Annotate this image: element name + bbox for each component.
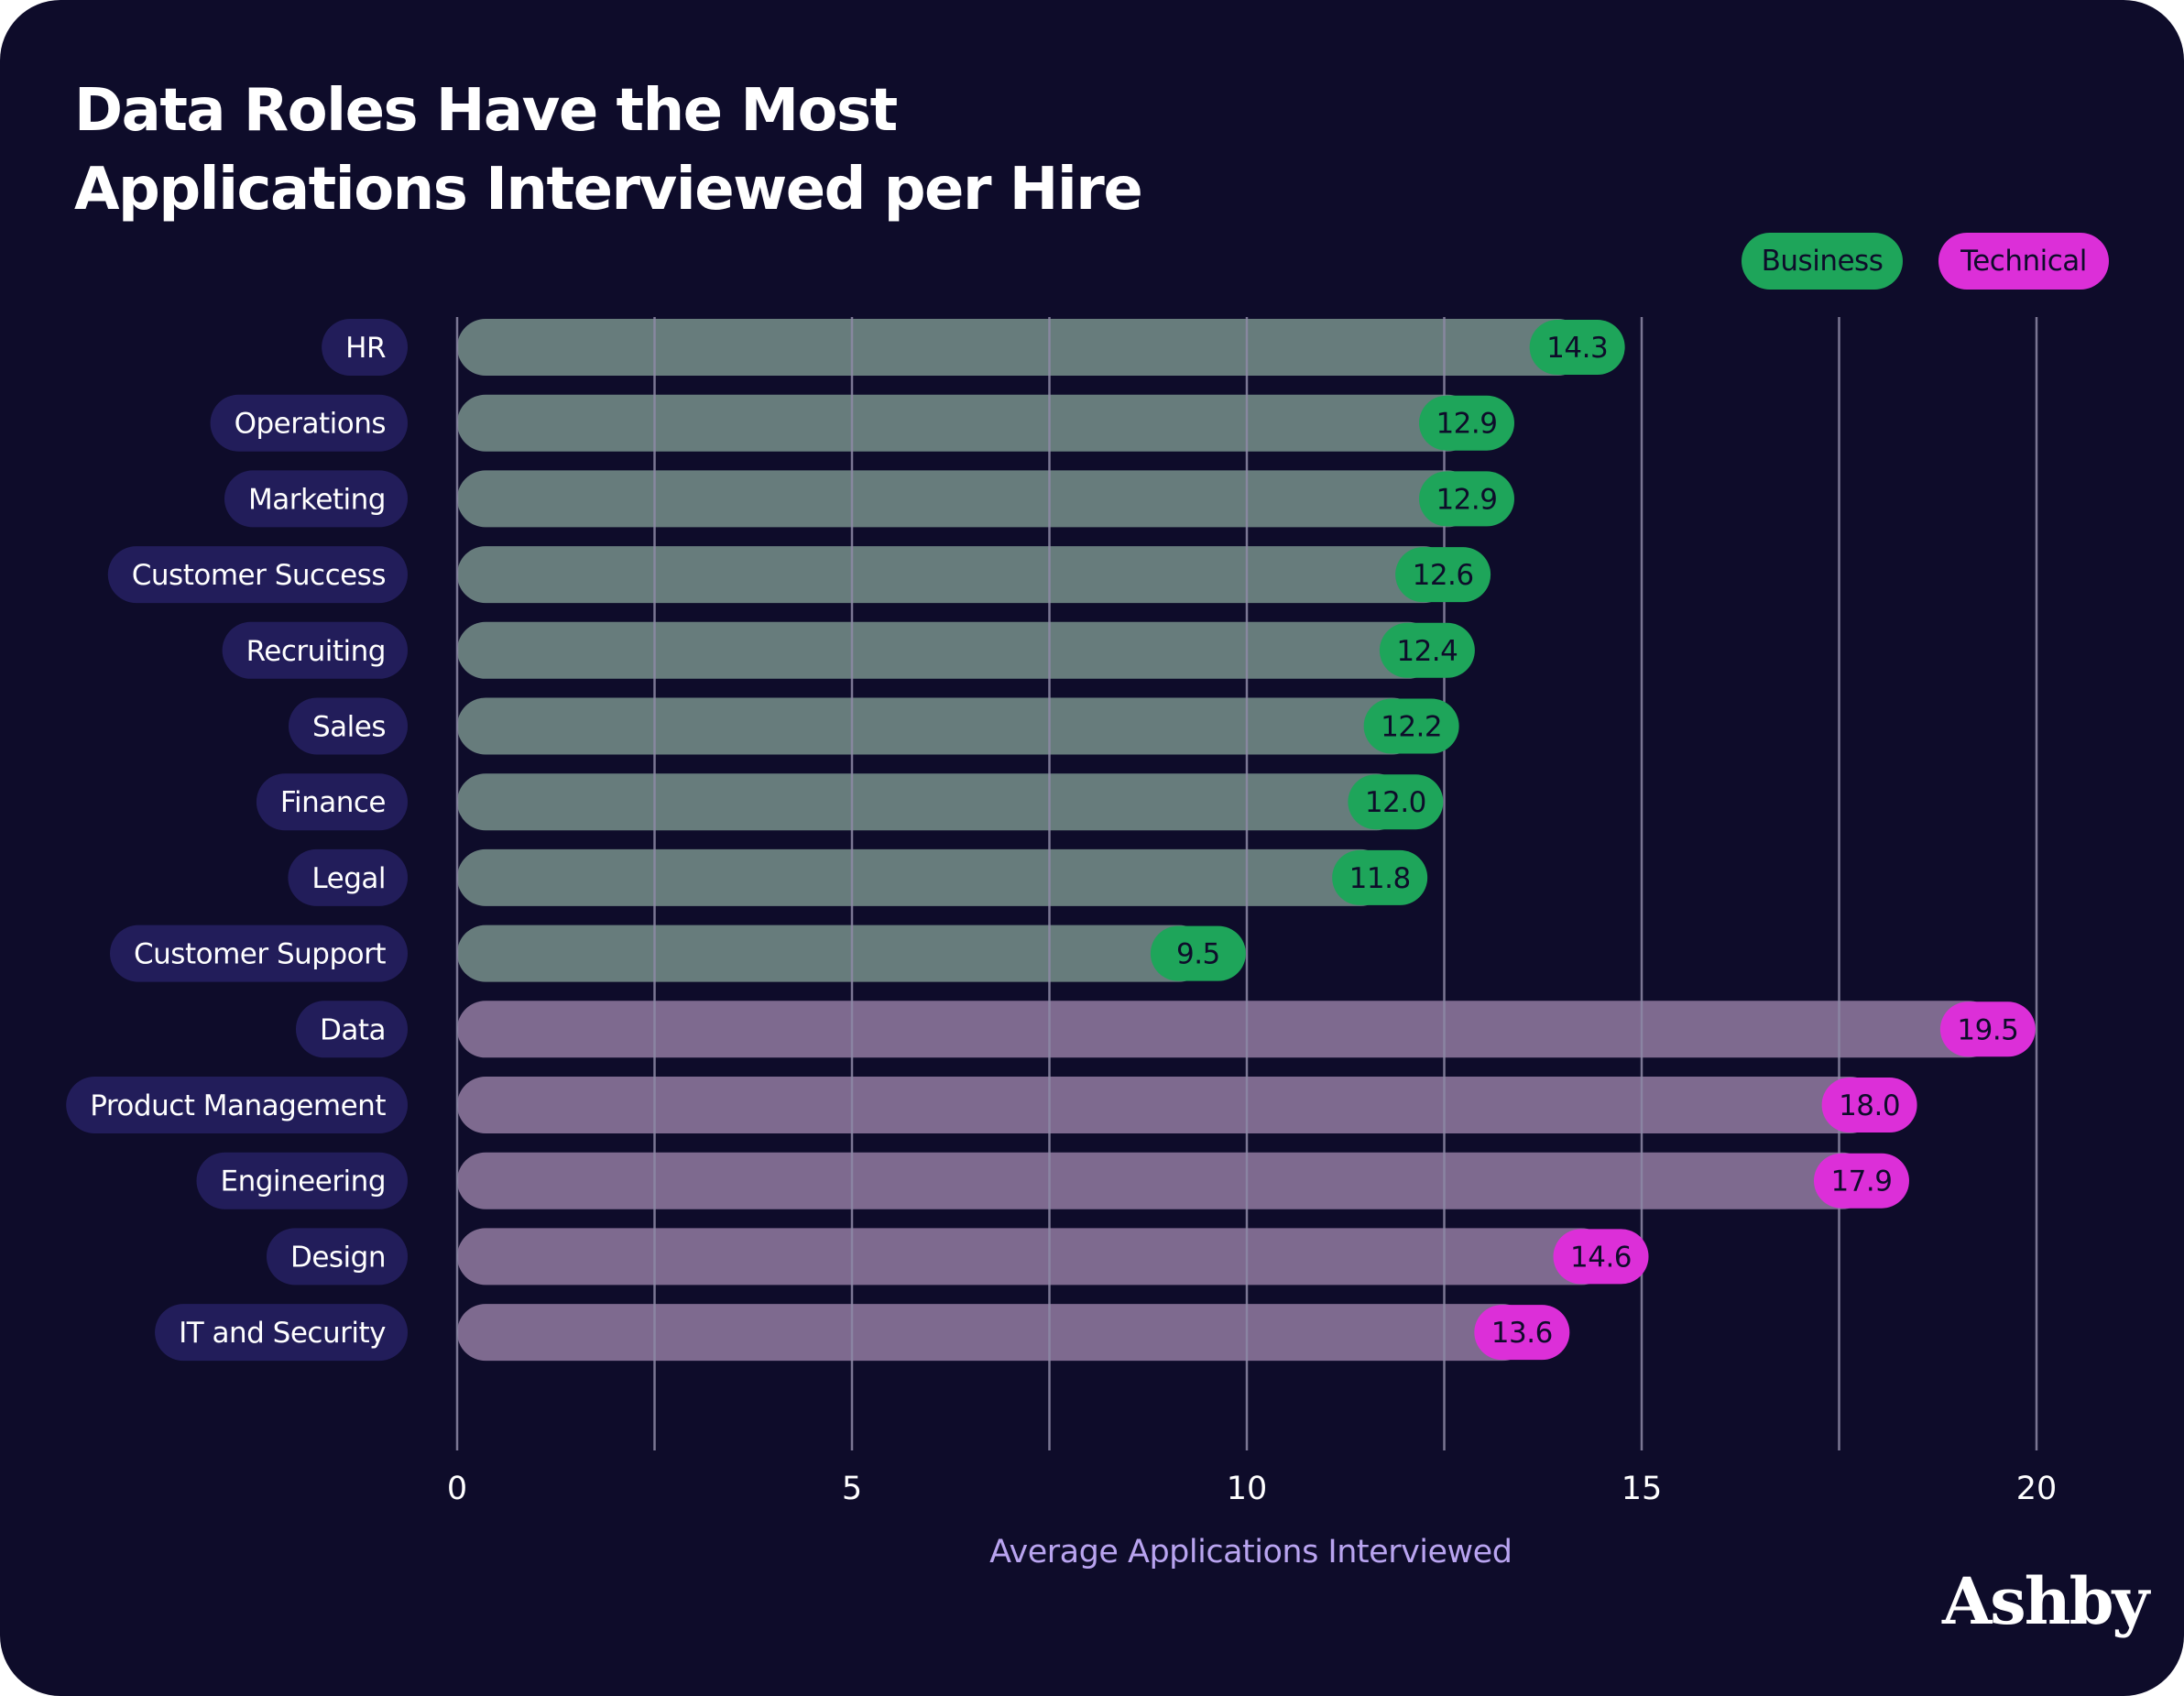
value-pill-0 xyxy=(1529,320,1625,375)
value-pill-3 xyxy=(1395,547,1491,603)
bar-3 xyxy=(457,546,1453,604)
category-pill-6 xyxy=(256,773,408,831)
value-label-2: 12.9 xyxy=(1436,483,1497,516)
x-tick-label-15: 15 xyxy=(1622,1471,1663,1507)
ashby-logo: Ashby xyxy=(1942,1563,2149,1639)
value-pill-9 xyxy=(1939,1001,2036,1057)
category-pill-3 xyxy=(107,546,408,604)
category-pill-9 xyxy=(295,1001,408,1058)
value-pill-1 xyxy=(1418,395,1514,451)
value-label-10: 18.0 xyxy=(1839,1089,1900,1122)
value-pill-5 xyxy=(1363,698,1459,754)
category-pill-1 xyxy=(210,394,408,452)
category-pill-10 xyxy=(66,1077,408,1133)
value-label-13: 13.6 xyxy=(1491,1317,1553,1350)
category-label-9: Data xyxy=(320,1013,386,1046)
title-line-1: Data Roles Have the Most xyxy=(74,77,898,145)
category-label-5: Sales xyxy=(312,711,386,744)
x-axis-layer: 0 5 10 15 20 Average Applications Interviewed xyxy=(447,1471,2057,1570)
bar-8 xyxy=(457,925,1207,982)
category-pill-12 xyxy=(266,1228,408,1286)
value-label-9: 19.5 xyxy=(1957,1013,2018,1046)
value-pill-13 xyxy=(1474,1305,1570,1361)
value-pill-2 xyxy=(1418,471,1514,527)
bar-7 xyxy=(457,848,1390,906)
category-label-6: Finance xyxy=(280,786,386,819)
category-label-1: Operations xyxy=(235,408,386,441)
value-pill-6 xyxy=(1348,774,1444,830)
category-pill-0 xyxy=(322,319,408,376)
category-label-10: Product Management xyxy=(90,1089,386,1122)
bar-0 xyxy=(457,319,1587,376)
bar-1 xyxy=(457,394,1476,452)
category-pill-8 xyxy=(110,925,408,982)
bar-12 xyxy=(457,1228,1611,1286)
value-label-3: 12.6 xyxy=(1413,559,1474,592)
chart-title: Data Roles Have the Most Applications In… xyxy=(74,71,1143,229)
value-pill-7 xyxy=(1332,849,1428,905)
x-tick-label-5: 5 xyxy=(842,1471,862,1507)
value-label-5: 12.2 xyxy=(1381,711,1442,744)
category-label-8: Customer Support xyxy=(134,938,386,971)
value-label-0: 14.3 xyxy=(1546,332,1608,365)
category-pill-2 xyxy=(224,470,408,528)
value-label-4: 12.4 xyxy=(1396,635,1458,668)
category-pill-7 xyxy=(288,848,408,906)
x-axis-title: Average Applications Interviewed xyxy=(989,1534,1512,1570)
bar-11 xyxy=(457,1152,1871,1209)
bar-6 xyxy=(457,773,1405,831)
category-label-0: HR xyxy=(345,332,386,365)
legend-business: Business xyxy=(1742,233,1903,290)
category-label-4: Recruiting xyxy=(246,635,386,668)
bar-9 xyxy=(457,1001,1997,1058)
value-label-7: 11.8 xyxy=(1349,862,1411,895)
category-label-12: Design xyxy=(290,1241,386,1274)
value-label-11: 17.9 xyxy=(1830,1165,1892,1198)
value-label-8: 9.5 xyxy=(1176,938,1220,971)
bar-13 xyxy=(457,1304,1532,1362)
category-label-7: Legal xyxy=(311,862,386,895)
category-labels-layer: HR Operations Marketing Customer Success Rec… xyxy=(66,319,408,1362)
bar-4 xyxy=(457,621,1436,679)
category-label-11: Engineering xyxy=(221,1165,387,1198)
value-label-6: 12.0 xyxy=(1365,786,1426,819)
title-line-2: Applications Interviewed per Hire xyxy=(74,156,1143,224)
value-pills-layer: 14.3 12.9 12.9 12.6 12.4 12.2 12.0 11.8 9.5 19.5 1… xyxy=(1150,320,2036,1361)
value-pill-10 xyxy=(1821,1078,1917,1132)
legend-technical: Technical xyxy=(1938,233,2109,290)
value-label-1: 12.9 xyxy=(1436,408,1497,441)
x-tick-label-20: 20 xyxy=(2016,1471,2058,1507)
category-label-3: Customer Success xyxy=(132,559,386,592)
category-label-2: Marketing xyxy=(248,483,386,516)
category-label-13: IT and Security xyxy=(179,1317,386,1350)
x-tick-label-0: 0 xyxy=(447,1471,467,1507)
value-pill-4 xyxy=(1379,622,1475,678)
value-label-12: 14.6 xyxy=(1570,1241,1632,1274)
category-pill-4 xyxy=(222,621,408,679)
bar-10 xyxy=(457,1077,1879,1133)
category-pill-11 xyxy=(196,1152,408,1209)
value-pill-8 xyxy=(1150,925,1246,981)
bar-5 xyxy=(457,697,1421,755)
category-pill-5 xyxy=(288,697,408,755)
value-pill-12 xyxy=(1553,1229,1649,1285)
bar-2 xyxy=(457,470,1476,528)
category-pill-13 xyxy=(155,1304,408,1362)
bars-layer xyxy=(457,319,1997,1362)
x-tick-label-10: 10 xyxy=(1227,1471,1268,1507)
value-pill-11 xyxy=(1813,1153,1909,1209)
